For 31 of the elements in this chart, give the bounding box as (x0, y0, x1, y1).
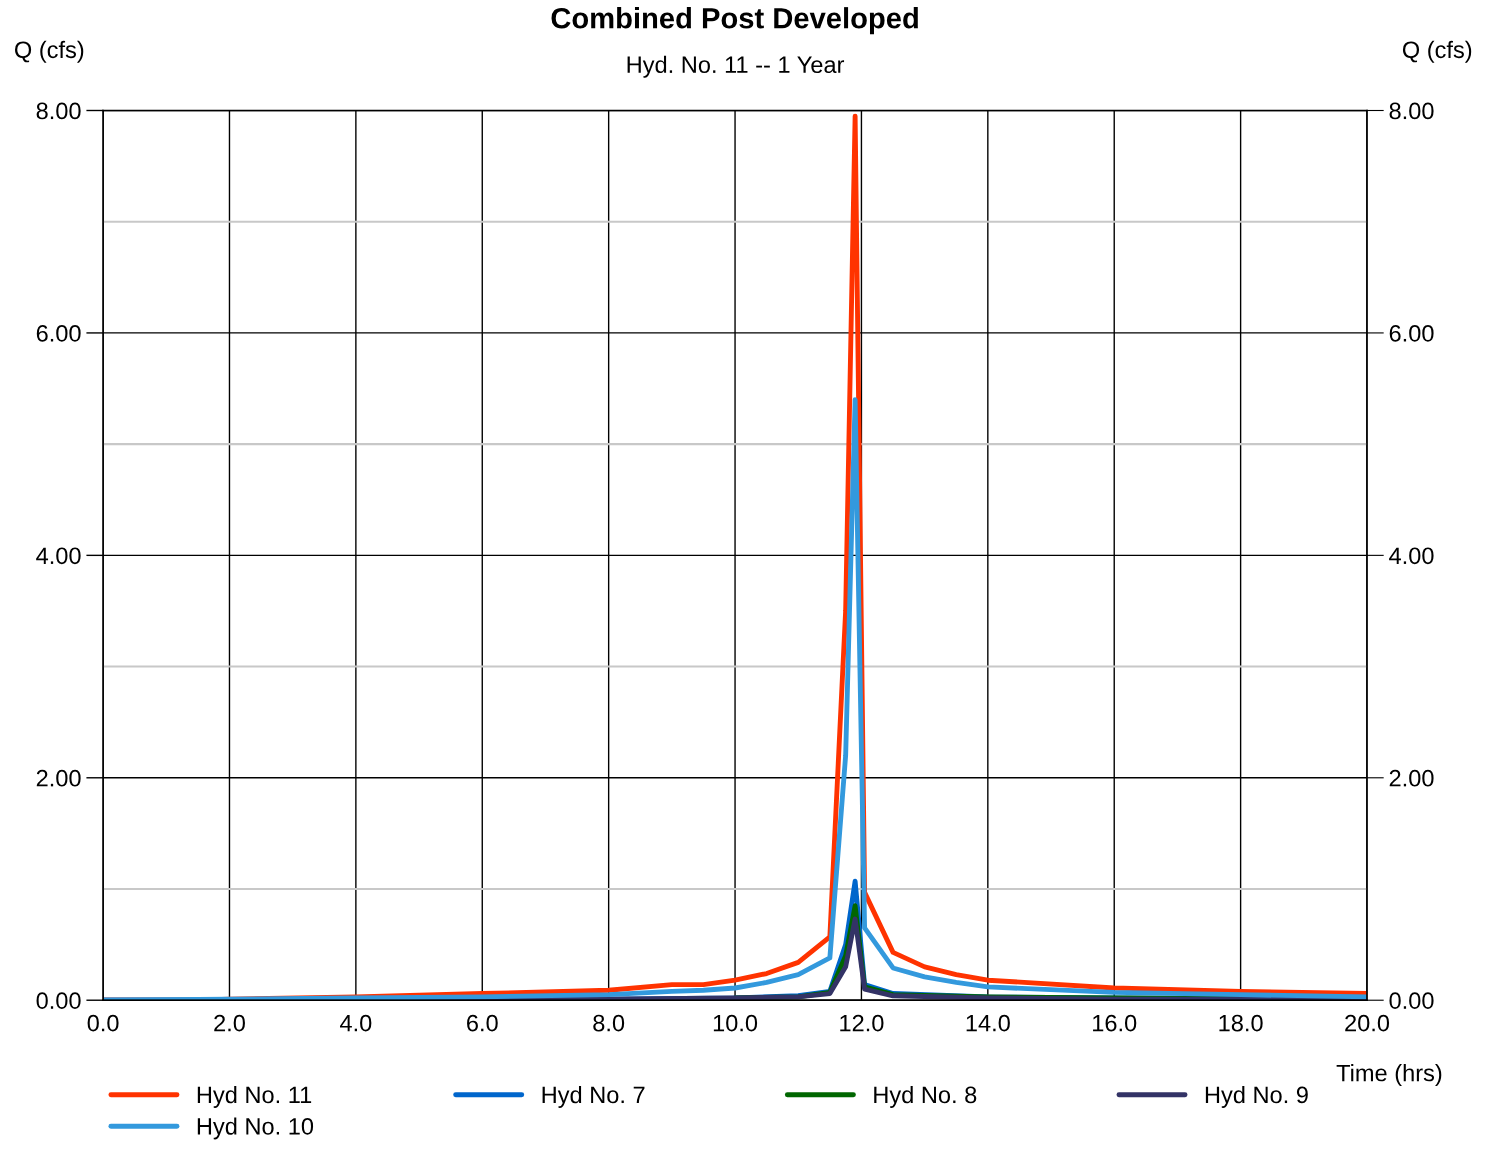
y-tick-label: 8.00 (36, 102, 81, 120)
legend-label: Hyd No. 11 (197, 1085, 312, 1108)
x-tick-label: 18.0 (1219, 1014, 1263, 1032)
legend-label: Hyd No. 7 (542, 1085, 645, 1108)
x-tick-label: 8.0 (593, 1014, 625, 1032)
legend-label: Hyd No. 10 (197, 1117, 314, 1140)
y-tick-label: 4.00 (36, 547, 81, 565)
chart-title: Combined Post Developed (551, 7, 918, 35)
x-tick-label: 16.0 (1093, 1014, 1137, 1032)
y-tick-label: 2.00 (36, 769, 81, 787)
x-tick-label: 10.0 (713, 1014, 758, 1032)
x-tick-label: 0.0 (87, 1014, 119, 1032)
y2-tick-label: 6.00 (1389, 324, 1434, 342)
y2-tick-label: 8.00 (1389, 102, 1434, 120)
x-tick-label: 14.0 (966, 1014, 1010, 1032)
x-tick-label: 2.0 (214, 1014, 245, 1032)
y2-tick-label: 0.00 (1389, 992, 1434, 1010)
y-axis-title: Q (cfs) (15, 40, 84, 63)
y-tick-label: 6.00 (36, 324, 81, 342)
y2-tick-label: 2.00 (1389, 769, 1434, 787)
x-tick-label: 6.0 (467, 1014, 498, 1032)
y2-tick-label: 4.00 (1389, 547, 1434, 565)
x-axis-title: Time (hrs) (1336, 1064, 1442, 1087)
x-tick-label: 12.0 (840, 1014, 884, 1032)
x-tick-label: 4.0 (340, 1014, 372, 1032)
x-tick-label: 20.0 (1345, 1014, 1390, 1032)
y-tick-label: 0.00 (36, 992, 81, 1010)
legend-label: Hyd No. 8 (874, 1085, 977, 1108)
chart-subtitle: Hyd. No. 11 -- 1 Year (627, 55, 845, 78)
legend-label: Hyd No. 9 (1205, 1085, 1308, 1108)
y2-axis-title: Q (cfs) (1402, 40, 1472, 63)
